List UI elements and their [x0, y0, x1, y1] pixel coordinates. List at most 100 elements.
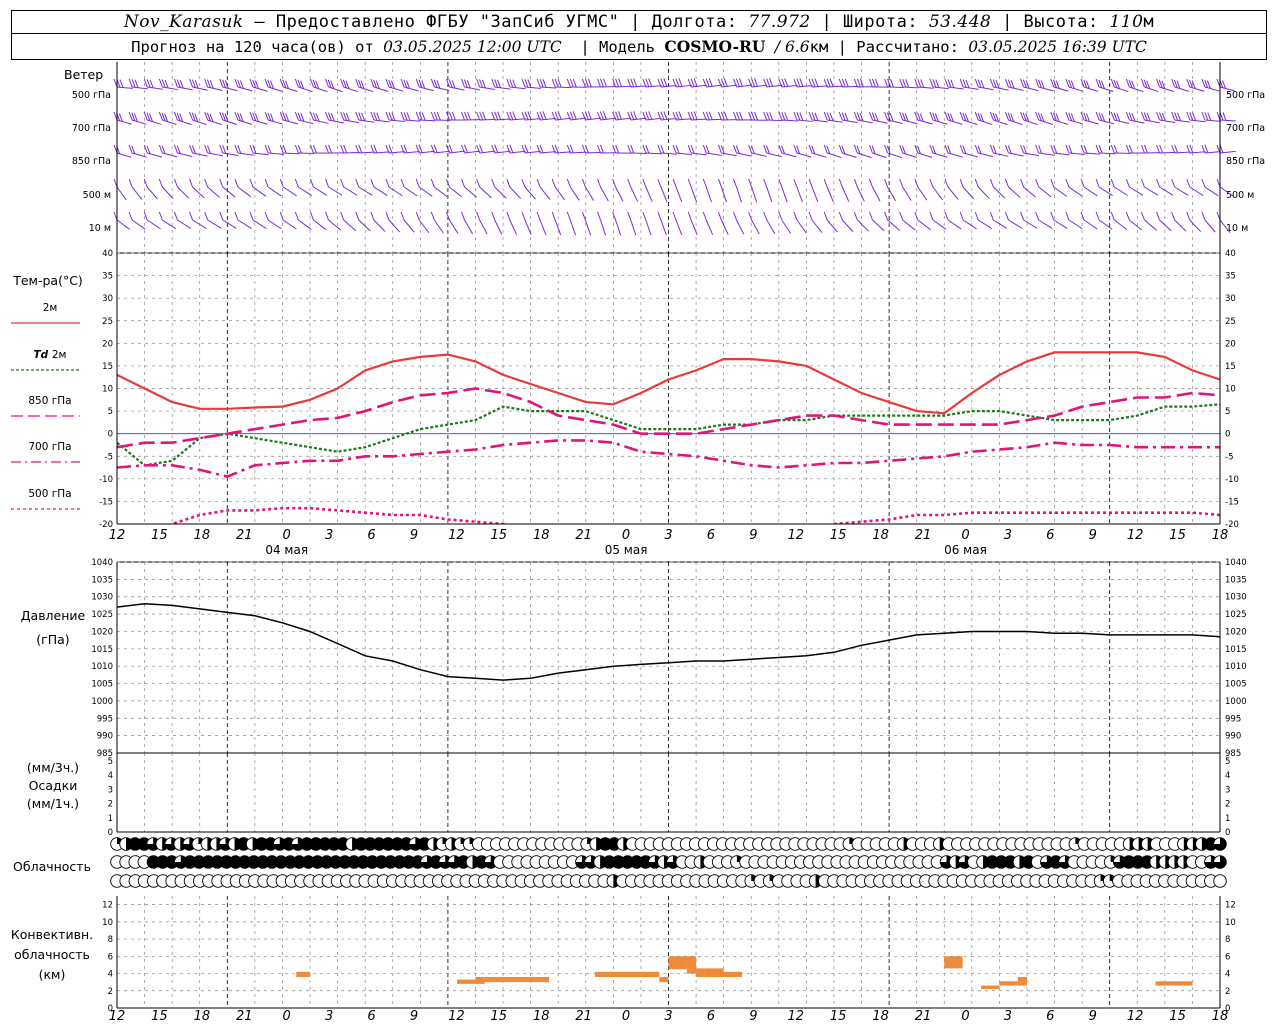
wind-barb	[1068, 186, 1083, 197]
y-tick-label: 4	[1225, 970, 1230, 980]
wind-barb-flag	[481, 79, 486, 89]
wind-barb-flag	[551, 178, 556, 188]
x-tick-label: 9	[410, 528, 418, 543]
wind-barb-flag	[944, 178, 949, 188]
wind-barb-flag	[491, 178, 496, 188]
wind-barb-flag	[249, 211, 254, 221]
wind-barb-flag	[370, 211, 375, 221]
wind-barb-flag	[687, 178, 692, 188]
wind-barb-flag	[823, 111, 828, 121]
wind-barb	[192, 219, 207, 229]
wind-barb-flag	[778, 78, 783, 88]
wind-barb	[841, 219, 854, 233]
wind-barb-flag	[461, 211, 465, 221]
wind-barb-flag	[826, 78, 831, 88]
wind-barb-flag	[360, 80, 365, 89]
cloud-fill	[1213, 855, 1227, 869]
wind-barb-flag	[796, 145, 801, 154]
wind-barb-flag	[158, 144, 163, 154]
wind-barb	[1204, 219, 1216, 233]
wind-barb	[554, 186, 565, 201]
wind-barb-flag	[599, 111, 604, 120]
wind-barb	[282, 219, 297, 230]
wind-barb-flag	[204, 111, 209, 121]
y-tick-label: 12	[102, 901, 113, 911]
wind-barb	[584, 219, 592, 236]
wind-barb-flag	[672, 111, 677, 121]
wind-barb	[554, 219, 562, 236]
wind-barb-flag	[962, 79, 967, 88]
wind-barb-flag	[173, 211, 178, 221]
wind-barb-flag	[1192, 112, 1197, 121]
wind-barb-flag	[403, 112, 408, 121]
wind-barb-flag	[1201, 78, 1206, 88]
wind-barb	[963, 86, 979, 90]
temp-series-line	[117, 351, 1220, 415]
conv-bar	[999, 981, 1018, 986]
wind-barb-flag	[949, 113, 954, 122]
wind-barb-flag	[237, 112, 242, 122]
resolution-unit: км	[809, 37, 829, 56]
wind-barb-flag	[1128, 112, 1133, 121]
wind-barb-flag	[950, 79, 955, 88]
x-tick-label: 6	[1046, 1009, 1054, 1024]
wind-barb-flag	[844, 112, 849, 122]
wind-barb-flag	[569, 78, 574, 88]
wind-barb	[1023, 219, 1038, 229]
wind-barb-flag	[1156, 144, 1161, 154]
x-tick-label: 3	[664, 528, 672, 543]
wind-barb-flag	[146, 79, 151, 88]
wind-barb-flag	[158, 78, 163, 88]
wind-barb-flag	[1146, 112, 1151, 122]
wind-barb-flag	[841, 78, 846, 88]
y-tick-label: 1030	[91, 593, 113, 603]
cloud-symbol	[1213, 837, 1227, 851]
x-tick-label: 3	[1004, 1009, 1012, 1024]
wind-barb-flag	[884, 144, 889, 154]
y-tick-label: 4	[1225, 771, 1230, 781]
wind-barb-flag	[279, 78, 284, 88]
wind-barb	[645, 186, 653, 202]
wind-barb-flag	[597, 144, 601, 154]
x-tick-label: 9	[749, 1009, 757, 1024]
wind-barb	[796, 219, 807, 234]
wind-barb-flag	[1035, 144, 1040, 154]
wind-barb-flag	[905, 79, 910, 88]
wind-barb-flag	[733, 144, 737, 154]
wind-barb	[1204, 119, 1221, 122]
wind-barb-flag	[597, 111, 601, 121]
wind-barb-flag	[890, 78, 895, 88]
y-tick-label: -10	[1225, 475, 1239, 485]
wind-barb-flag	[370, 178, 375, 188]
wind-barb-flag	[1140, 78, 1145, 88]
wind-barb-flag	[748, 78, 753, 88]
wind-barb-flag	[733, 178, 737, 188]
wind-barbs	[113, 78, 1236, 236]
wind-barb	[524, 219, 532, 235]
wind-barb	[509, 186, 522, 200]
wind-barb-flag	[600, 78, 604, 88]
wind-barb-flag	[128, 211, 133, 221]
wind-barb-flag	[494, 111, 499, 120]
wind-barb-flag	[294, 178, 299, 188]
wind-barb-flag	[675, 78, 680, 87]
wind-barb	[751, 219, 760, 235]
x-tick-label: 15	[830, 1009, 847, 1024]
wind-barb-flag	[657, 178, 662, 188]
wind-barb-flag	[309, 211, 314, 221]
wind-barb-flag	[461, 111, 465, 121]
wind-barb-flag	[1080, 144, 1085, 154]
wind-barb	[720, 219, 729, 235]
wind-barb-flag	[1085, 80, 1090, 89]
wind-barb-flag	[612, 78, 617, 88]
wind-barb-flag	[269, 80, 274, 89]
wind-barb-flag	[566, 144, 571, 154]
wind-barb-flag	[1113, 79, 1118, 89]
legend-label-text: 700 гПа	[28, 441, 71, 453]
wind-barb-flag	[856, 112, 861, 121]
cloud-symbol	[744, 874, 758, 888]
wind-barb-flag	[720, 78, 725, 87]
wind-barb-flag	[566, 178, 571, 188]
wind-barb-flag	[1156, 178, 1161, 188]
wind-barb-flag	[884, 211, 889, 221]
